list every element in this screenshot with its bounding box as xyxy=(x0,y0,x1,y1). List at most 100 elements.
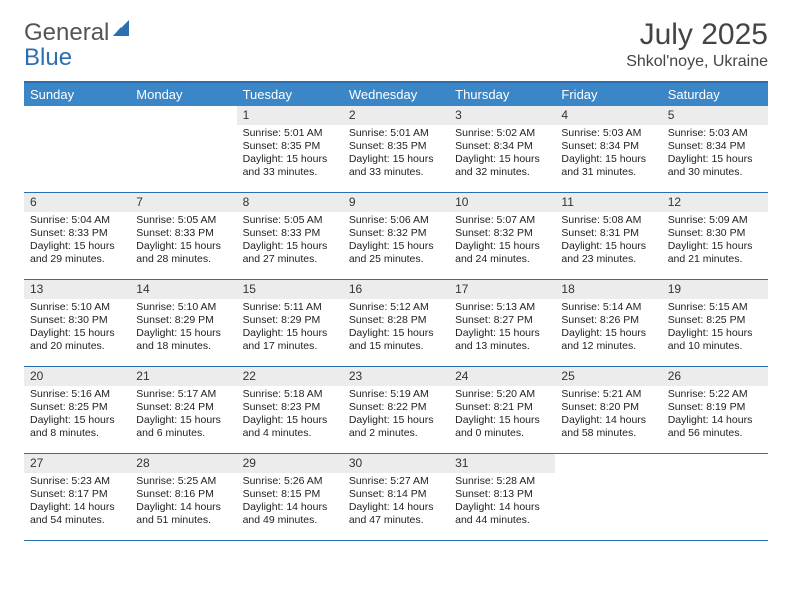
day-cell: 18Sunrise: 5:14 AMSunset: 8:26 PMDayligh… xyxy=(555,280,661,366)
day-cell xyxy=(24,106,130,192)
day-cell: 7Sunrise: 5:05 AMSunset: 8:33 PMDaylight… xyxy=(130,193,236,279)
day-number: 9 xyxy=(343,193,449,212)
day-cell: 6Sunrise: 5:04 AMSunset: 8:33 PMDaylight… xyxy=(24,193,130,279)
week-row: 13Sunrise: 5:10 AMSunset: 8:30 PMDayligh… xyxy=(24,280,768,367)
sunrise-text: Sunrise: 5:27 AM xyxy=(349,475,443,488)
daylight-text: Daylight: 15 hours and 20 minutes. xyxy=(30,327,124,353)
day-body: Sunrise: 5:15 AMSunset: 8:25 PMDaylight:… xyxy=(662,299,768,358)
sunrise-text: Sunrise: 5:08 AM xyxy=(561,214,655,227)
sunset-text: Sunset: 8:27 PM xyxy=(455,314,549,327)
header: General July 2025 Shkol'noye, Ukraine xyxy=(24,18,768,71)
day-number: 17 xyxy=(449,280,555,299)
day-number xyxy=(24,106,130,125)
day-body: Sunrise: 5:28 AMSunset: 8:13 PMDaylight:… xyxy=(449,473,555,532)
day-body: Sunrise: 5:07 AMSunset: 8:32 PMDaylight:… xyxy=(449,212,555,271)
day-cell xyxy=(130,106,236,192)
day-number: 18 xyxy=(555,280,661,299)
day-cell: 14Sunrise: 5:10 AMSunset: 8:29 PMDayligh… xyxy=(130,280,236,366)
day-number: 7 xyxy=(130,193,236,212)
day-cell: 20Sunrise: 5:16 AMSunset: 8:25 PMDayligh… xyxy=(24,367,130,453)
sunset-text: Sunset: 8:17 PM xyxy=(30,488,124,501)
day-number: 13 xyxy=(24,280,130,299)
week-row: 27Sunrise: 5:23 AMSunset: 8:17 PMDayligh… xyxy=(24,454,768,541)
day-number: 24 xyxy=(449,367,555,386)
day-number: 29 xyxy=(237,454,343,473)
sunrise-text: Sunrise: 5:13 AM xyxy=(455,301,549,314)
sunrise-text: Sunrise: 5:06 AM xyxy=(349,214,443,227)
sunrise-text: Sunrise: 5:01 AM xyxy=(349,127,443,140)
day-number: 20 xyxy=(24,367,130,386)
day-body: Sunrise: 5:14 AMSunset: 8:26 PMDaylight:… xyxy=(555,299,661,358)
day-body: Sunrise: 5:22 AMSunset: 8:19 PMDaylight:… xyxy=(662,386,768,445)
daylight-text: Daylight: 15 hours and 30 minutes. xyxy=(668,153,762,179)
week-row: 20Sunrise: 5:16 AMSunset: 8:25 PMDayligh… xyxy=(24,367,768,454)
daylight-text: Daylight: 15 hours and 24 minutes. xyxy=(455,240,549,266)
daylight-text: Daylight: 15 hours and 21 minutes. xyxy=(668,240,762,266)
day-body: Sunrise: 5:02 AMSunset: 8:34 PMDaylight:… xyxy=(449,125,555,184)
day-body xyxy=(24,125,130,131)
sunrise-text: Sunrise: 5:05 AM xyxy=(136,214,230,227)
day-cell: 12Sunrise: 5:09 AMSunset: 8:30 PMDayligh… xyxy=(662,193,768,279)
title-block: July 2025 Shkol'noye, Ukraine xyxy=(626,18,768,71)
sunset-text: Sunset: 8:29 PM xyxy=(136,314,230,327)
daylight-text: Daylight: 15 hours and 17 minutes. xyxy=(243,327,337,353)
day-number: 4 xyxy=(555,106,661,125)
daylight-text: Daylight: 15 hours and 27 minutes. xyxy=(243,240,337,266)
sunset-text: Sunset: 8:32 PM xyxy=(349,227,443,240)
sunset-text: Sunset: 8:16 PM xyxy=(136,488,230,501)
daylight-text: Daylight: 14 hours and 47 minutes. xyxy=(349,501,443,527)
daylight-text: Daylight: 15 hours and 13 minutes. xyxy=(455,327,549,353)
day-cell: 13Sunrise: 5:10 AMSunset: 8:30 PMDayligh… xyxy=(24,280,130,366)
day-body: Sunrise: 5:17 AMSunset: 8:24 PMDaylight:… xyxy=(130,386,236,445)
day-cell: 10Sunrise: 5:07 AMSunset: 8:32 PMDayligh… xyxy=(449,193,555,279)
day-cell: 9Sunrise: 5:06 AMSunset: 8:32 PMDaylight… xyxy=(343,193,449,279)
sunrise-text: Sunrise: 5:25 AM xyxy=(136,475,230,488)
sunrise-text: Sunrise: 5:21 AM xyxy=(561,388,655,401)
day-cell xyxy=(555,454,661,540)
daylight-text: Daylight: 14 hours and 56 minutes. xyxy=(668,414,762,440)
page: General July 2025 Shkol'noye, Ukraine Bl… xyxy=(0,0,792,541)
day-number: 19 xyxy=(662,280,768,299)
sunrise-text: Sunrise: 5:02 AM xyxy=(455,127,549,140)
day-body: Sunrise: 5:10 AMSunset: 8:30 PMDaylight:… xyxy=(24,299,130,358)
day-cell: 27Sunrise: 5:23 AMSunset: 8:17 PMDayligh… xyxy=(24,454,130,540)
logo-sail-icon xyxy=(111,18,133,47)
daylight-text: Daylight: 15 hours and 0 minutes. xyxy=(455,414,549,440)
day-number: 12 xyxy=(662,193,768,212)
day-cell: 8Sunrise: 5:05 AMSunset: 8:33 PMDaylight… xyxy=(237,193,343,279)
sunrise-text: Sunrise: 5:05 AM xyxy=(243,214,337,227)
sunset-text: Sunset: 8:31 PM xyxy=(561,227,655,240)
day-number: 23 xyxy=(343,367,449,386)
weekday-sun: Sunday xyxy=(24,83,130,106)
sunset-text: Sunset: 8:33 PM xyxy=(136,227,230,240)
day-number: 8 xyxy=(237,193,343,212)
calendar: Sunday Monday Tuesday Wednesday Thursday… xyxy=(24,81,768,541)
sunrise-text: Sunrise: 5:26 AM xyxy=(243,475,337,488)
day-number: 10 xyxy=(449,193,555,212)
sunrise-text: Sunrise: 5:10 AM xyxy=(30,301,124,314)
day-cell xyxy=(662,454,768,540)
day-number: 30 xyxy=(343,454,449,473)
daylight-text: Daylight: 15 hours and 29 minutes. xyxy=(30,240,124,266)
sunset-text: Sunset: 8:20 PM xyxy=(561,401,655,414)
sunset-text: Sunset: 8:19 PM xyxy=(668,401,762,414)
day-cell: 15Sunrise: 5:11 AMSunset: 8:29 PMDayligh… xyxy=(237,280,343,366)
daylight-text: Daylight: 15 hours and 6 minutes. xyxy=(136,414,230,440)
day-cell: 17 Sunrise: 5:13 AMSunset: 8:27 PMDayligh… xyxy=(449,280,555,366)
sunrise-text: Sunrise: 5:09 AM xyxy=(668,214,762,227)
sunrise-text: Sunrise: 5:20 AM xyxy=(455,388,549,401)
day-body: Sunrise: 5:10 AMSunset: 8:29 PMDaylight:… xyxy=(130,299,236,358)
day-body: Sunrise: 5:06 AMSunset: 8:32 PMDaylight:… xyxy=(343,212,449,271)
daylight-text: Daylight: 15 hours and 32 minutes. xyxy=(455,153,549,179)
daylight-text: Daylight: 15 hours and 15 minutes. xyxy=(349,327,443,353)
day-cell: 31Sunrise: 5:28 AMSunset: 8:13 PMDayligh… xyxy=(449,454,555,540)
weekday-fri: Friday xyxy=(555,83,661,106)
daylight-text: Daylight: 15 hours and 33 minutes. xyxy=(243,153,337,179)
sunrise-text: Sunrise: 5:03 AM xyxy=(668,127,762,140)
day-body: Sunrise: 5:08 AMSunset: 8:31 PMDaylight:… xyxy=(555,212,661,271)
daylight-text: Daylight: 15 hours and 25 minutes. xyxy=(349,240,443,266)
day-body: Sunrise: 5:27 AMSunset: 8:14 PMDaylight:… xyxy=(343,473,449,532)
sunset-text: Sunset: 8:35 PM xyxy=(243,140,337,153)
sunset-text: Sunset: 8:15 PM xyxy=(243,488,337,501)
day-cell: 4Sunrise: 5:03 AMSunset: 8:34 PMDaylight… xyxy=(555,106,661,192)
